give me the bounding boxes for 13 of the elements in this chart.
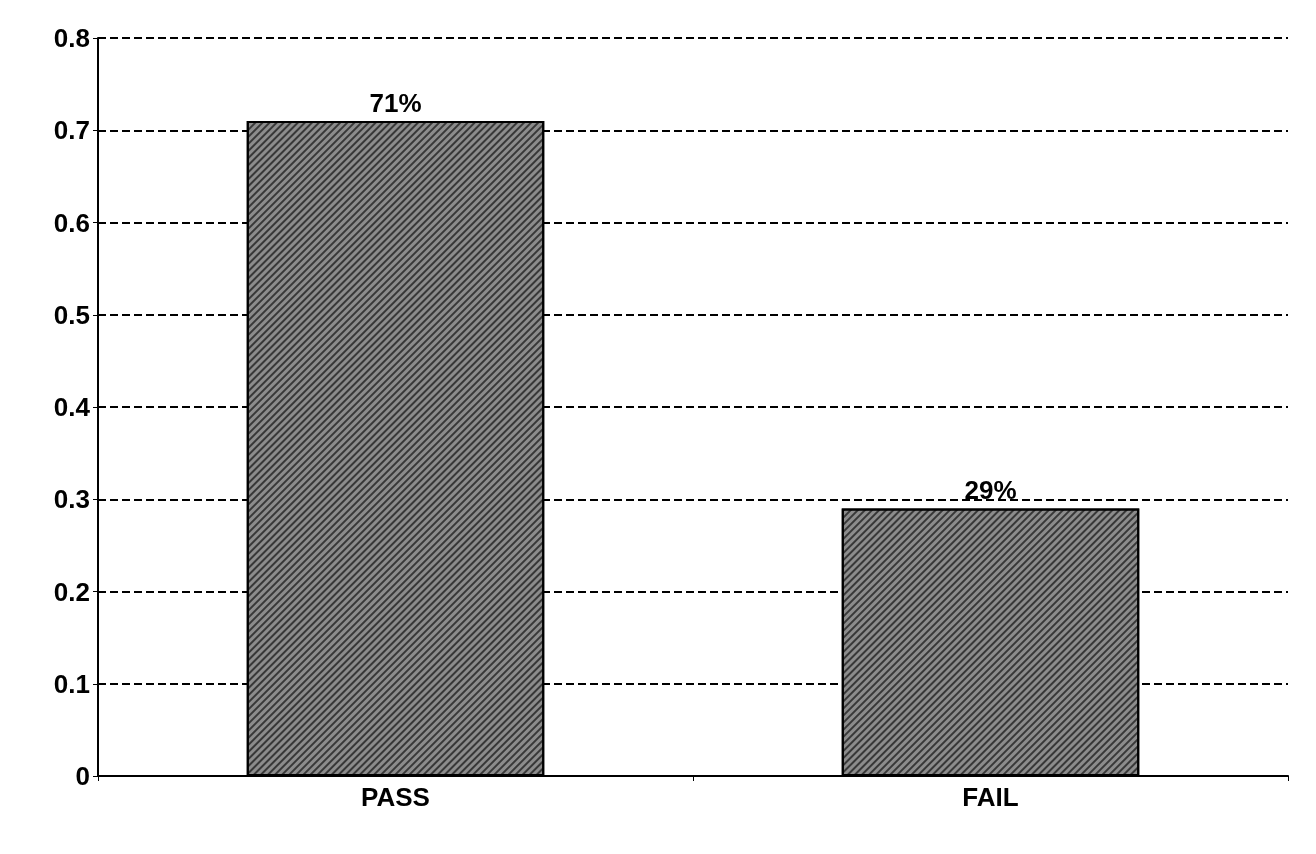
x-tick-label: FAIL xyxy=(962,782,1019,812)
y-tick-label: 0.1 xyxy=(53,668,90,699)
y-tick-label: 0.4 xyxy=(53,392,91,422)
y-tick-label: 0.2 xyxy=(53,576,90,607)
y-tick-label: 0.5 xyxy=(53,299,90,330)
y-tick-label: 0.8 xyxy=(53,23,90,53)
y-tick-label: 0.3 xyxy=(53,484,90,515)
y-tick-label: 0.7 xyxy=(53,115,90,146)
data-label: 29% xyxy=(964,475,1017,506)
y-tick-label: 0.6 xyxy=(53,207,90,238)
data-label: 71% xyxy=(369,88,422,119)
x-tick-label: PASS xyxy=(361,782,430,812)
y-tick-label: 0 xyxy=(75,761,90,791)
